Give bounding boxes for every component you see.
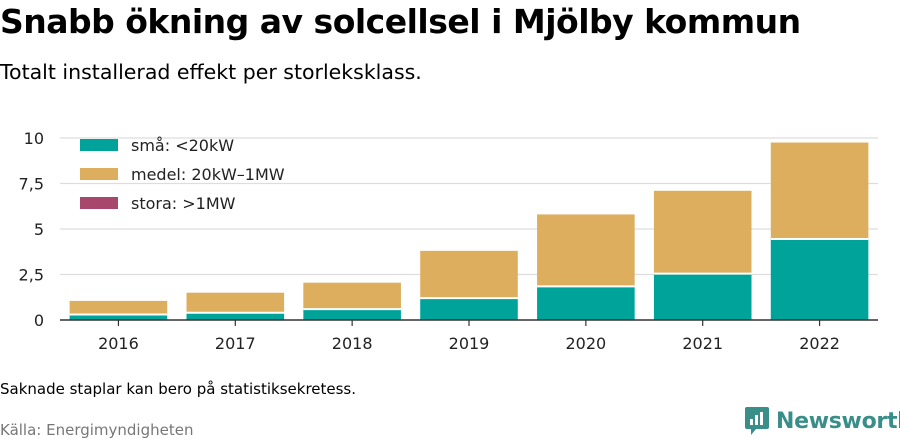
bar-segment: [770, 239, 869, 320]
bar-segment: [770, 142, 869, 240]
x-tick-label: 2018: [332, 334, 373, 353]
x-tick-label: 2022: [799, 334, 840, 353]
legend-swatch: [80, 197, 118, 209]
source-label: Källa: Energimyndigheten: [0, 421, 194, 439]
bar-segment: [69, 300, 168, 315]
newsworthy-logo-icon: [745, 407, 769, 435]
legend: små: <20kW medel: 20kW–1MW stora: >1MW: [80, 136, 285, 213]
y-axis-ticks: 0 2,5 5 7,5 10: [19, 129, 44, 330]
x-tick-label: 2017: [215, 334, 256, 353]
bar-segment: [537, 214, 635, 287]
chart-subtitle: Totalt installerad effekt per storlekskl…: [0, 60, 422, 84]
x-tick-label: 2016: [98, 334, 139, 353]
bar-segment: [186, 292, 285, 313]
legend-swatch: [80, 168, 118, 180]
x-axis: 2016 2017 2018 2019 2020 2021 2022: [60, 319, 878, 353]
bars: [69, 142, 869, 320]
bar-segment: [69, 314, 168, 320]
y-tick-label: 0: [34, 311, 44, 330]
legend-label: små: <20kW: [131, 136, 234, 155]
brand-logo: Newsworthy: [744, 405, 900, 437]
footnote: Saknade staplar kan bero på statistiksek…: [0, 380, 357, 398]
brand-name: Newsworthy: [776, 408, 900, 434]
bar-segment: [303, 282, 401, 310]
bar-segment: [420, 250, 518, 299]
x-tick-label: 2019: [449, 334, 490, 353]
x-tick-label: 2020: [565, 334, 606, 353]
x-tick-label: 2021: [682, 334, 723, 353]
bar-segment: [537, 286, 635, 320]
bar-segment: [420, 298, 518, 320]
legend-swatch: [80, 139, 118, 151]
bar-segment: [303, 309, 401, 320]
y-tick-label: 2,5: [19, 266, 44, 285]
bar-segment: [653, 190, 752, 274]
y-tick-label: 5: [34, 220, 44, 239]
y-tick-label: 10: [24, 129, 44, 148]
legend-label: stora: >1MW: [131, 194, 236, 213]
legend-label: medel: 20kW–1MW: [131, 165, 285, 184]
y-tick-label: 7,5: [19, 175, 44, 194]
bar-segment: [186, 312, 285, 320]
chart-title: Snabb ökning av solcellsel i Mjölby komm…: [0, 2, 801, 41]
bar-segment: [653, 273, 752, 320]
